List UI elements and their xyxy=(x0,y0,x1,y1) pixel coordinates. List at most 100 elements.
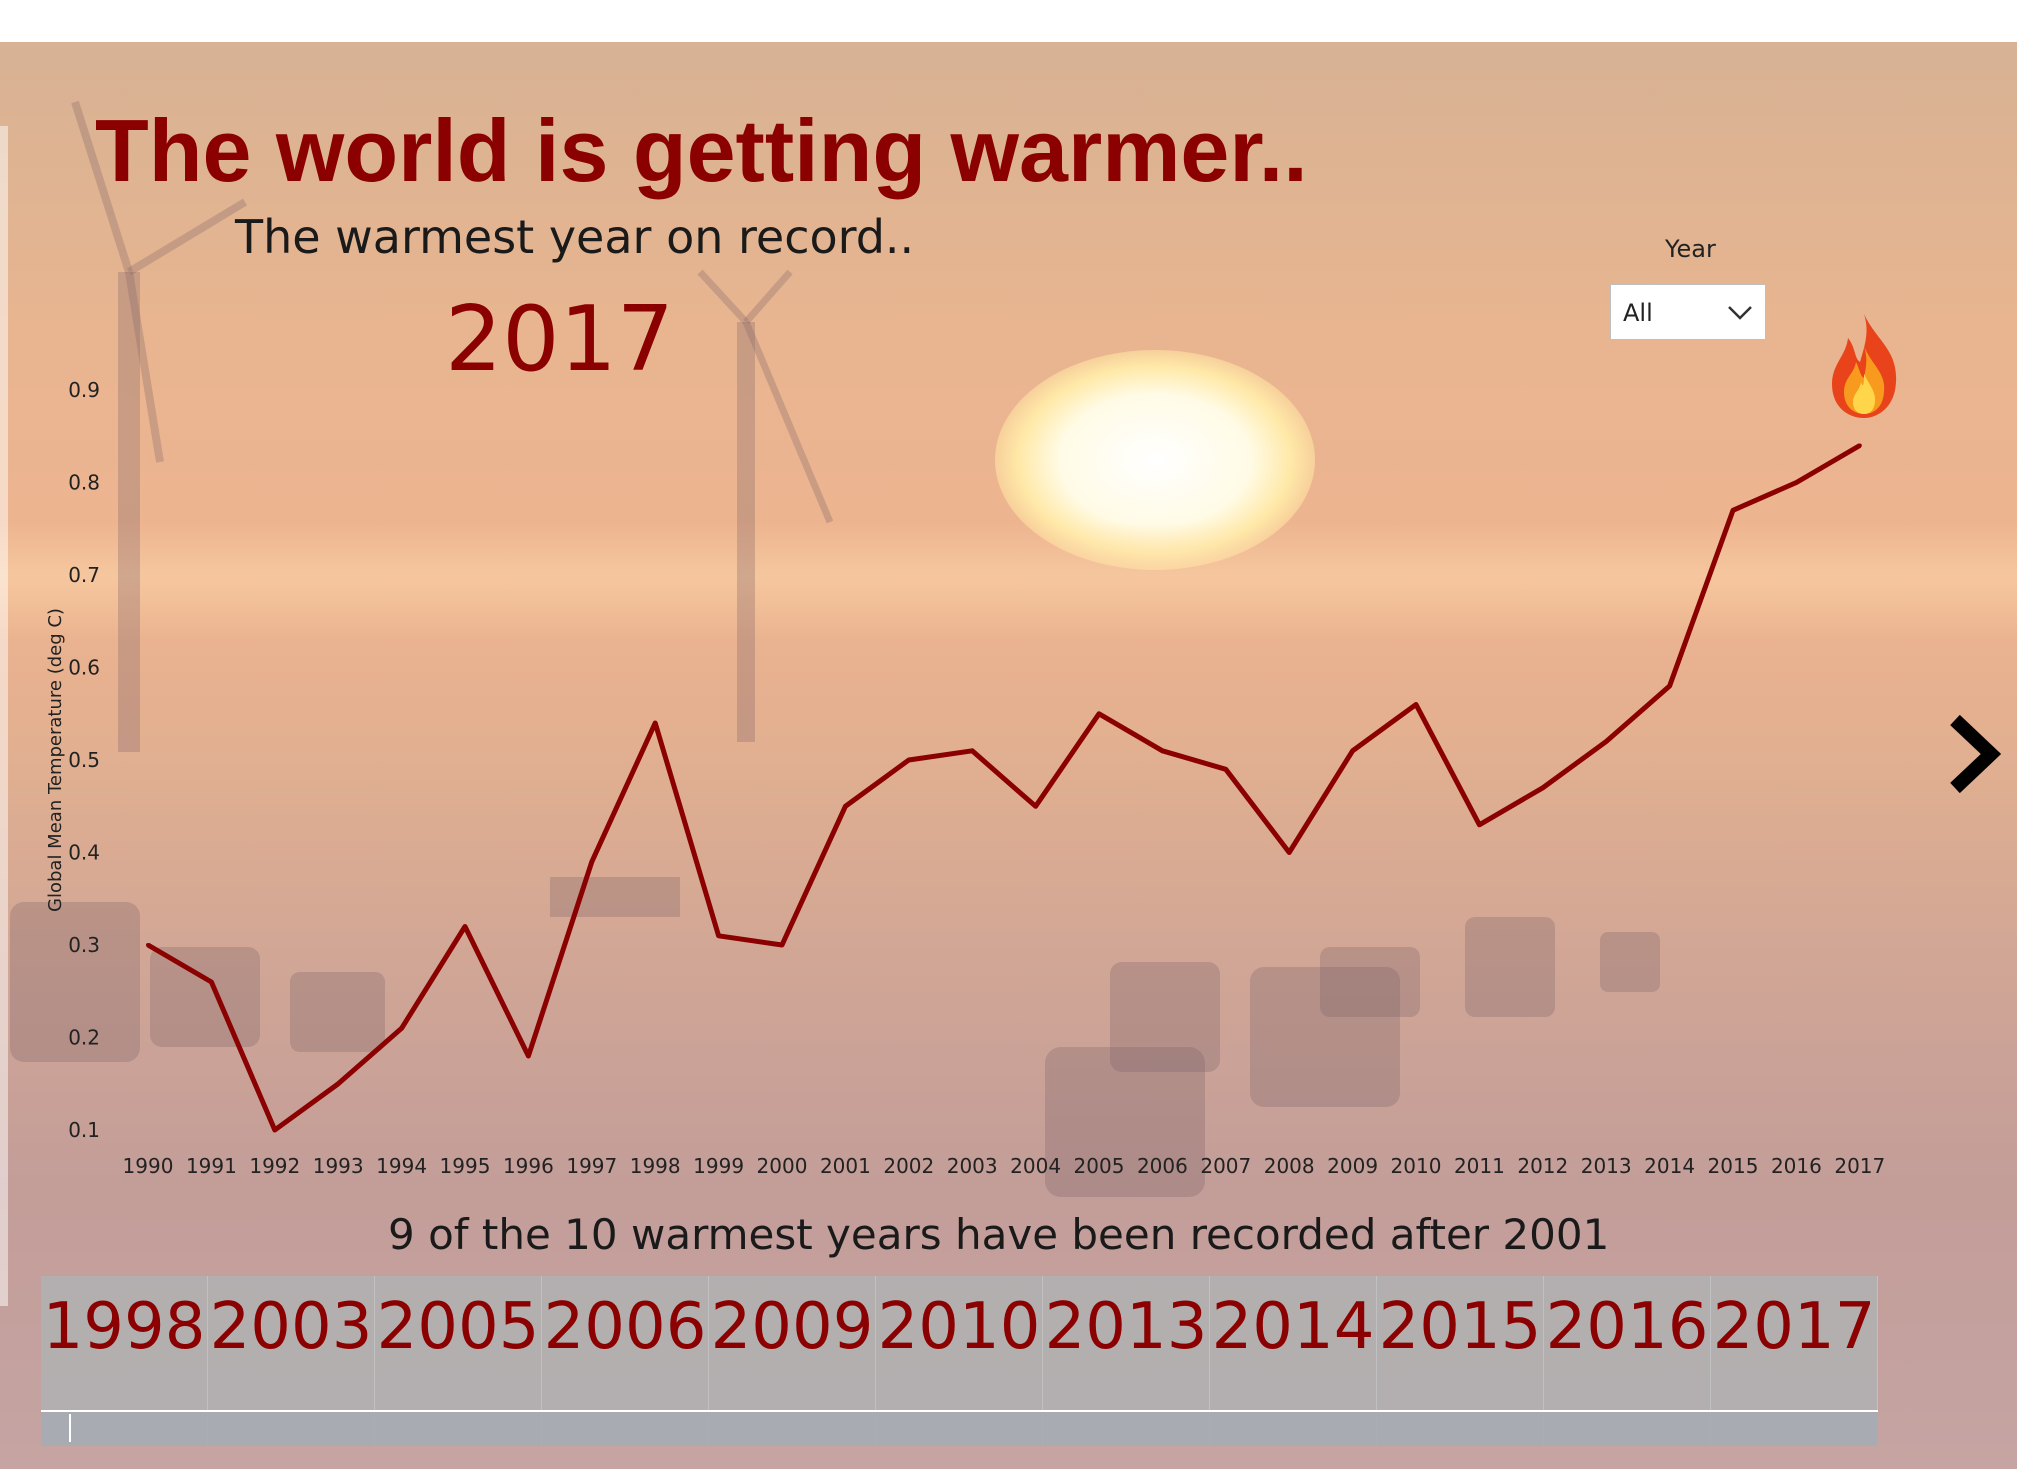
data-point[interactable] xyxy=(653,721,658,725)
table-cell: 2017 xyxy=(1711,1276,1878,1446)
x-tick-label: 2010 xyxy=(1391,1154,1442,1178)
x-tick-label: 2003 xyxy=(947,1154,998,1178)
data-point[interactable] xyxy=(272,1128,277,1132)
data-point[interactable] xyxy=(1794,480,1799,485)
y-tick-label: 0.9 xyxy=(68,378,100,402)
x-axis-ticks: 1990 1991 1992 1993 1994 1995 1996 1997 1998 1999… xyxy=(123,1154,1886,1178)
x-tick-label: 1991 xyxy=(186,1154,237,1178)
y-tick-label: 0.2 xyxy=(68,1026,100,1050)
turbine-tower xyxy=(737,322,755,742)
year-value: 2014 xyxy=(1211,1290,1375,1364)
year-value: 2017 xyxy=(1712,1290,1876,1364)
table-cell: 1998 xyxy=(41,1276,208,1446)
y-tick-label: 0.1 xyxy=(68,1118,100,1142)
data-point[interactable] xyxy=(1287,850,1292,855)
y-axis-ticks: 0.1 0.2 0.3 0.4 0.5 0.6 0.7 0.8 0.9 xyxy=(68,378,100,1142)
table-cell: 2015 xyxy=(1377,1276,1544,1446)
series-points xyxy=(146,443,1862,1132)
data-point[interactable] xyxy=(1097,711,1101,716)
data-point[interactable] xyxy=(1414,702,1418,707)
year-value: 2009 xyxy=(710,1290,874,1364)
page-title: The world is getting warmer.. xyxy=(95,101,1308,200)
y-tick-label: 0.4 xyxy=(68,841,100,865)
sun-background xyxy=(995,350,1315,570)
data-point[interactable] xyxy=(1160,748,1165,753)
x-tick-label: 2017 xyxy=(1834,1154,1885,1178)
data-point[interactable] xyxy=(589,859,594,864)
table-cell: 2014 xyxy=(1210,1276,1377,1446)
chevron-right-icon[interactable] xyxy=(1945,712,2001,796)
x-tick-label: 2014 xyxy=(1644,1154,1695,1178)
x-tick-label: 2005 xyxy=(1074,1154,1125,1178)
x-tick-label: 2000 xyxy=(757,1154,808,1178)
year-value: 2016 xyxy=(1545,1290,1709,1364)
x-tick-label: 2016 xyxy=(1771,1154,1822,1178)
page-subtitle: The warmest year on record.. xyxy=(235,210,915,264)
warmest-year-card: 2017 xyxy=(445,287,675,392)
data-point[interactable] xyxy=(716,933,721,938)
data-point[interactable] xyxy=(1857,443,1862,448)
x-tick-label: 2015 xyxy=(1708,1154,1759,1178)
year-value: 2015 xyxy=(1378,1290,1542,1364)
table-cell: 2009 xyxy=(709,1276,876,1446)
y-tick-label: 0.8 xyxy=(68,471,100,495)
data-point[interactable] xyxy=(526,1054,531,1058)
year-slicer-value: All xyxy=(1623,299,1653,327)
data-point[interactable] xyxy=(399,1026,404,1031)
year-value: 2006 xyxy=(543,1290,707,1364)
year-value: 2010 xyxy=(877,1290,1041,1364)
data-point[interactable] xyxy=(1731,508,1735,513)
data-point[interactable] xyxy=(1540,785,1545,790)
y-axis-label: Global Mean Temperature (deg C) xyxy=(45,608,66,912)
data-point[interactable] xyxy=(906,758,911,762)
x-tick-label: 1998 xyxy=(630,1154,681,1178)
table-divider xyxy=(41,1410,1878,1412)
warmest-years-caption: 9 of the 10 warmest years have been reco… xyxy=(388,1210,1610,1259)
y-tick-label: 0.3 xyxy=(68,933,100,957)
x-tick-label: 2009 xyxy=(1327,1154,1378,1178)
year-value: 2005 xyxy=(376,1290,540,1364)
report-canvas: The world is getting warmer.. The warmes… xyxy=(0,42,2017,1469)
scroll-caret xyxy=(69,1414,71,1442)
table-cell: 2013 xyxy=(1043,1276,1210,1446)
data-point[interactable] xyxy=(209,980,214,984)
data-point[interactable] xyxy=(843,804,848,809)
data-point[interactable] xyxy=(1223,767,1228,772)
turbine-tower xyxy=(118,272,140,752)
warmest-years-table: 1998 2003 2005 2006 2009 2010 2013 2014 2015 2016… xyxy=(41,1276,1878,1446)
x-tick-label: 1995 xyxy=(440,1154,491,1178)
data-point[interactable] xyxy=(463,924,467,929)
table-cell: 2016 xyxy=(1544,1276,1711,1446)
data-point[interactable] xyxy=(1667,684,1672,688)
year-slicer-dropdown[interactable]: All xyxy=(1610,284,1766,340)
year-value: 1998 xyxy=(42,1290,206,1364)
x-tick-label: 2002 xyxy=(883,1154,934,1178)
x-tick-label: 2004 xyxy=(1010,1154,1061,1178)
x-tick-label: 1990 xyxy=(123,1154,174,1178)
x-tick-label: 1993 xyxy=(313,1154,364,1178)
y-tick-label: 0.6 xyxy=(68,656,100,680)
background-scene xyxy=(10,100,1660,1197)
temperature-series-line xyxy=(146,443,1862,1133)
data-point[interactable] xyxy=(1604,739,1609,744)
data-point[interactable] xyxy=(970,748,975,753)
data-point[interactable] xyxy=(780,943,784,947)
y-tick-label: 0.7 xyxy=(68,563,100,587)
x-tick-label: 1996 xyxy=(503,1154,554,1178)
table-cell: 2005 xyxy=(375,1276,542,1446)
y-tick-label: 0.5 xyxy=(68,748,100,772)
haze-background xyxy=(0,522,2017,642)
data-point[interactable] xyxy=(146,943,150,947)
year-slicer-label: Year xyxy=(1665,235,1716,263)
table-cell: 2006 xyxy=(542,1276,709,1446)
year-value: 2003 xyxy=(209,1290,373,1364)
data-point[interactable] xyxy=(1033,804,1038,809)
x-tick-label: 2011 xyxy=(1454,1154,1505,1178)
data-point[interactable] xyxy=(336,1081,341,1086)
data-point[interactable] xyxy=(1350,748,1355,753)
table-cell: 2010 xyxy=(876,1276,1043,1446)
x-tick-label: 2012 xyxy=(1517,1154,1568,1178)
table-scrollbar[interactable] xyxy=(41,1412,1878,1446)
data-point[interactable] xyxy=(1477,822,1482,827)
x-tick-label: 2008 xyxy=(1264,1154,1315,1178)
